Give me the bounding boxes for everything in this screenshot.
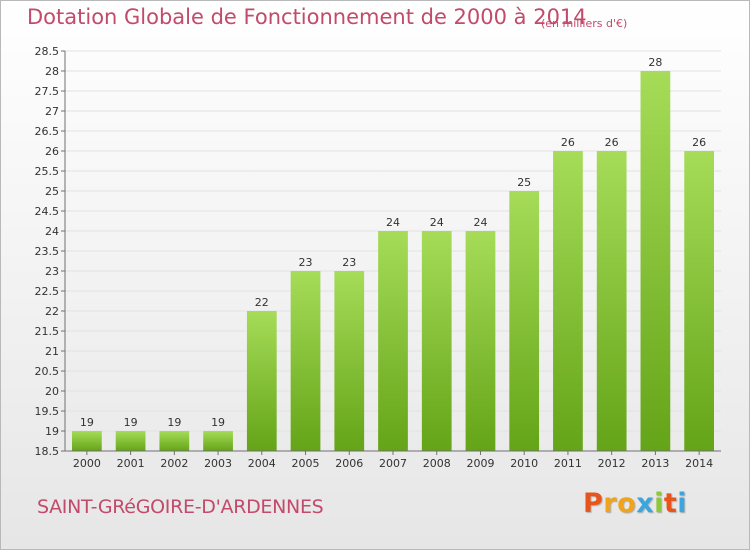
x-tick-label: 2004	[248, 457, 276, 470]
y-tick-label: 25	[45, 185, 59, 198]
y-tick-label: 22	[45, 305, 59, 318]
y-tick-label: 27.5	[35, 85, 60, 98]
data-label: 26	[692, 136, 706, 149]
logo-letter: r	[603, 488, 618, 519]
y-tick-label: 22.5	[35, 285, 60, 298]
data-label: 19	[167, 416, 181, 429]
x-tick-label: 2005	[292, 457, 320, 470]
x-tick-label: 2009	[466, 457, 494, 470]
y-tick-label: 26	[45, 145, 59, 158]
data-label: 19	[124, 416, 138, 429]
data-label: 28	[648, 56, 662, 69]
bar	[115, 431, 146, 451]
y-tick-label: 19	[45, 425, 59, 438]
bar	[465, 231, 496, 451]
logo-letter: x	[636, 488, 655, 519]
y-tick-label: 24	[45, 225, 59, 238]
y-tick-label: 24.5	[35, 205, 60, 218]
bar	[421, 231, 452, 451]
bar	[378, 231, 408, 451]
proxiti-logo: Proxiti	[583, 488, 687, 519]
bar	[640, 71, 671, 451]
x-tick-label: 2006	[335, 457, 363, 470]
y-tick-label: 23.5	[35, 245, 60, 258]
y-tick-label: 23	[45, 265, 59, 278]
y-tick-label: 19.5	[35, 405, 60, 418]
bar	[509, 191, 540, 451]
y-tick-label: 28	[45, 65, 59, 78]
data-label: 24	[386, 216, 400, 229]
data-label: 24	[430, 216, 444, 229]
x-tick-label: 2000	[73, 457, 101, 470]
y-tick-label: 25.5	[35, 165, 60, 178]
x-tick-label: 2011	[554, 457, 582, 470]
data-label: 24	[473, 216, 487, 229]
data-label: 26	[605, 136, 619, 149]
bar	[203, 431, 233, 451]
bar	[596, 151, 627, 451]
data-label: 26	[561, 136, 575, 149]
bar	[684, 151, 715, 451]
commune-name: SAINT-GRéGOIRE-D'ARDENNES	[37, 496, 324, 518]
bar	[246, 311, 277, 451]
y-tick-label: 20	[45, 385, 59, 398]
y-tick-label: 27	[45, 105, 59, 118]
data-label: 23	[299, 256, 313, 269]
data-label: 19	[80, 416, 94, 429]
y-tick-label: 21	[45, 345, 59, 358]
x-tick-label: 2007	[379, 457, 407, 470]
y-tick-label: 28.5	[35, 45, 60, 58]
y-tick-label: 20.5	[35, 365, 60, 378]
logo-letter: P	[583, 488, 604, 519]
logo-letter: i	[654, 488, 664, 519]
x-tick-label: 2014	[685, 457, 713, 470]
logo-letter: i	[677, 488, 688, 519]
x-tick-label: 2013	[641, 457, 669, 470]
x-tick-label: 2002	[160, 457, 188, 470]
bars: 19 19 19 19 22 23 23 24 24 24 25 26 26 28 26	[71, 56, 715, 451]
y-tick-label: 18.5	[35, 445, 60, 458]
axes: 18.5 19 19.5 20 20.5 21 21.5 22 22.5 23 23.5 24 24.5…	[35, 45, 721, 470]
chart-unit-label: (en milliers d'€)	[541, 17, 628, 30]
bar	[553, 151, 583, 451]
y-tick-label: 21.5	[35, 325, 60, 338]
logo-letter: t	[663, 488, 678, 519]
x-tick-label: 2008	[423, 457, 451, 470]
data-label: 23	[342, 256, 356, 269]
bar	[159, 431, 190, 451]
y-tick-label: 26.5	[35, 125, 60, 138]
x-tick-label: 2003	[204, 457, 232, 470]
bar	[334, 271, 365, 451]
bar	[71, 431, 102, 451]
data-label: 22	[255, 296, 269, 309]
logo-letter: o	[617, 488, 637, 519]
x-tick-label: 2012	[598, 457, 626, 470]
x-tick-label: 2010	[510, 457, 538, 470]
bar	[290, 271, 321, 451]
data-label: 19	[211, 416, 225, 429]
x-tick-label: 2001	[117, 457, 145, 470]
chart-title: Dotation Globale de Fonctionnement de 20…	[27, 5, 587, 29]
data-label: 25	[517, 176, 531, 189]
